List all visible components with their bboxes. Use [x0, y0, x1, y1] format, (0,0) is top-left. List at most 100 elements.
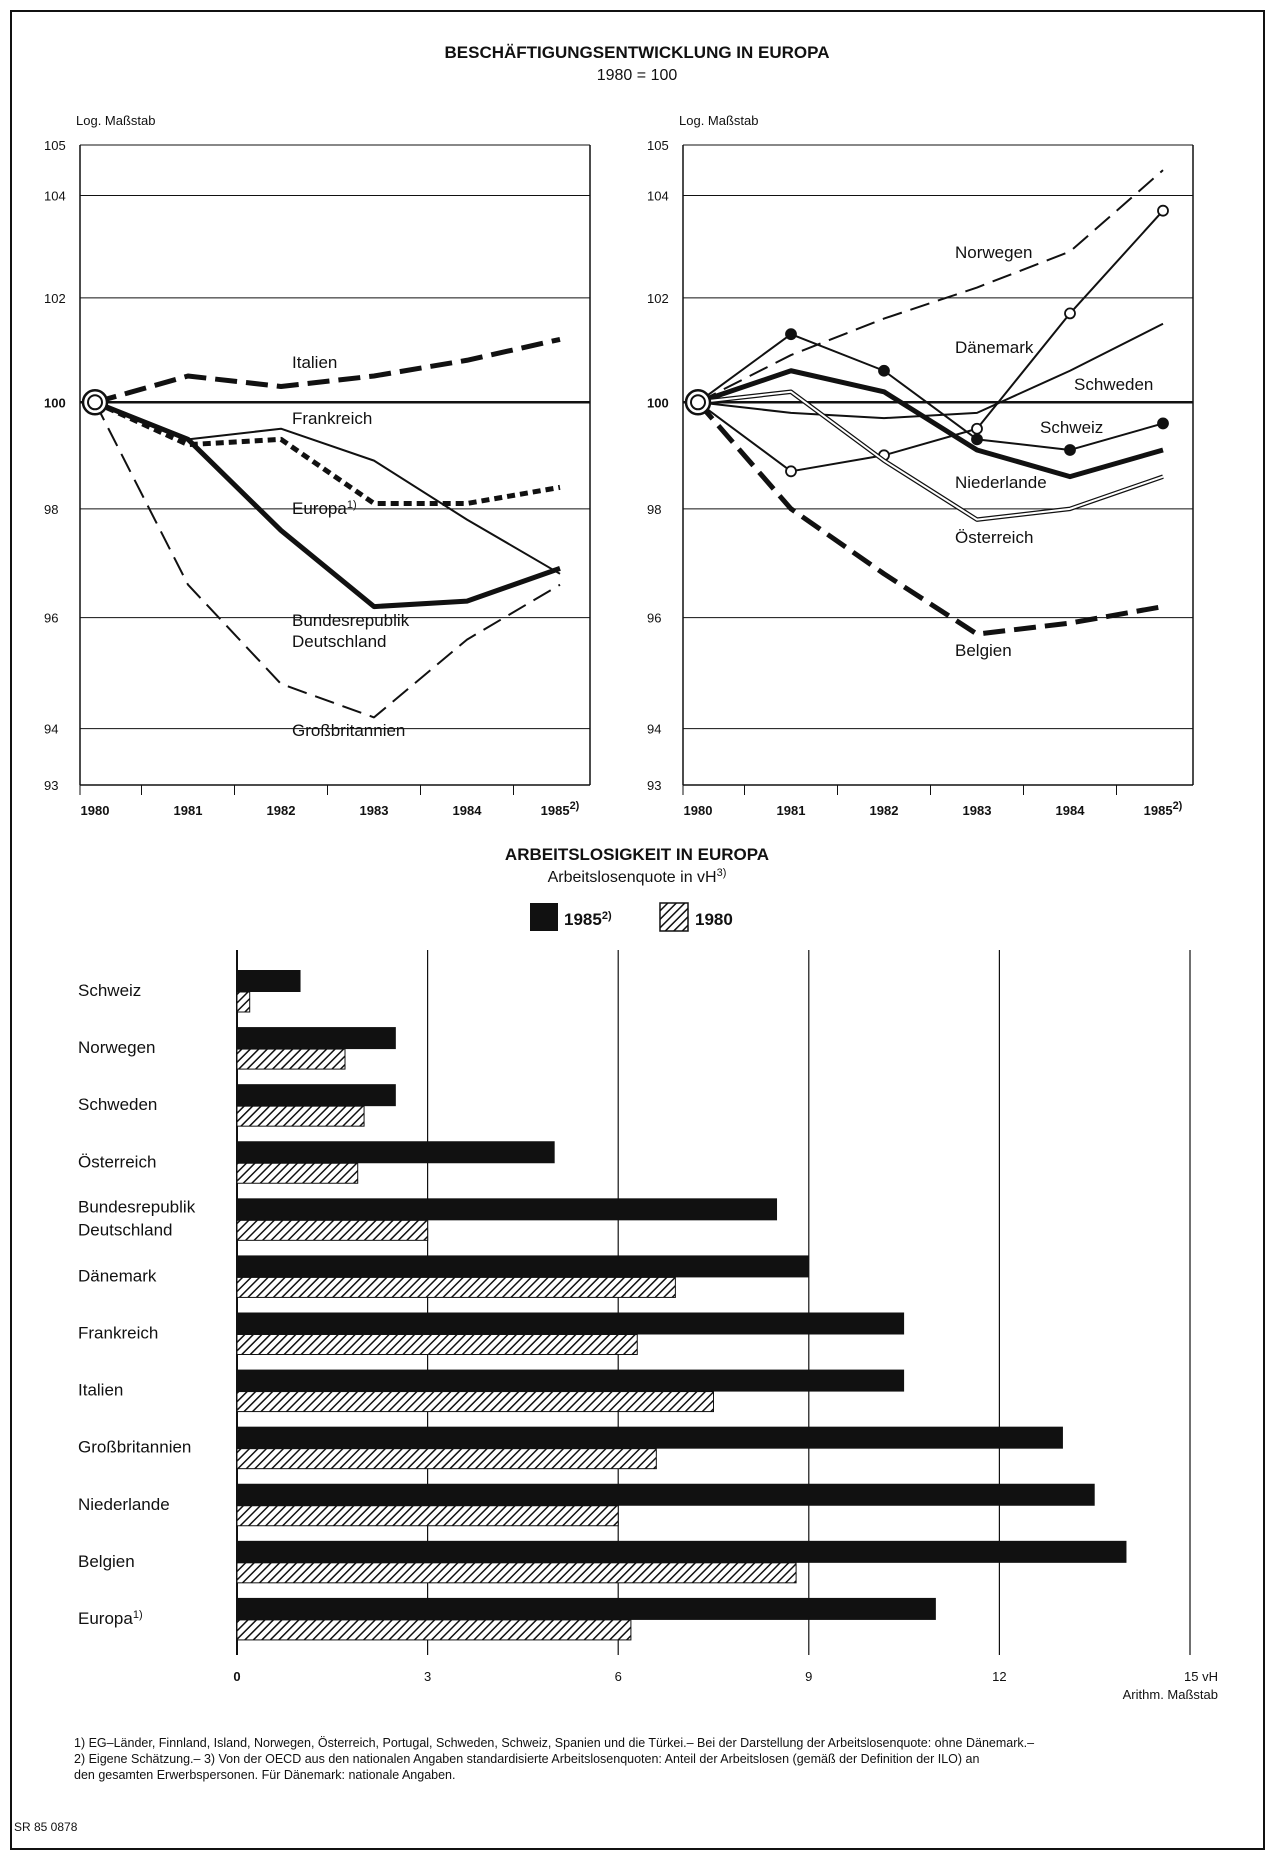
- bar-1985-frankreich: [237, 1312, 905, 1335]
- series-line-belgien: [696, 400, 1164, 637]
- category-note: 1): [133, 1609, 143, 1621]
- bar-1985-italien: [237, 1369, 905, 1392]
- unemployment-title: ARBEITSLOSIGKEIT IN EUROPA: [505, 845, 769, 864]
- y-tick-96: 96: [647, 611, 661, 626]
- x-tick-1985: 19852): [1144, 800, 1183, 818]
- y-tick-93: 93: [647, 778, 661, 793]
- bar-1985-grossbritannien: [237, 1426, 1063, 1449]
- bar-1985-oesterreich: [237, 1141, 555, 1164]
- x-tick-note: 2): [1173, 800, 1183, 812]
- series-label-bundesrepublik-deutschland: Bundesrepublik: [292, 611, 410, 630]
- x-tick-1983: 1983: [963, 803, 992, 818]
- bar-x-tick-3: 3: [424, 1669, 431, 1684]
- bar-1980-bundesrepublik-deutschland: [236, 1219, 429, 1241]
- series-label-niederlande: Niederlande: [955, 473, 1047, 492]
- bar-x-tick-0: 0: [233, 1669, 240, 1684]
- series-label-frankreich: Frankreich: [292, 409, 372, 428]
- category-label-norwegen: Norwegen: [78, 1038, 156, 1057]
- y-tick-104: 104: [44, 188, 66, 203]
- x-tick-1984: 1984: [453, 803, 483, 818]
- employment-title: BESCHÄFTIGUNGSENTWICKLUNG IN EUROPA: [444, 43, 829, 62]
- series-point-schweiz: [1157, 417, 1169, 430]
- bar-1985-bundesrepublik-deutschland: [237, 1198, 778, 1221]
- bar-1980-norwegen: [236, 1048, 346, 1070]
- europa-note: 1): [347, 499, 357, 511]
- series-label-oesterreich: Österreich: [955, 528, 1033, 547]
- bar-1980-daenemark: [236, 1276, 676, 1298]
- category-label-bundesrepublik-deutschland: Deutschland: [78, 1220, 173, 1239]
- figure-frame: [10, 10, 1265, 1850]
- x-tick-1985: 19852): [541, 800, 580, 818]
- series-label-belgien: Belgien: [955, 641, 1012, 660]
- scale-label: Log. Maßstab: [679, 113, 759, 128]
- scale-label: Log. Maßstab: [76, 113, 156, 128]
- source-code: SR 85 0878: [14, 1820, 78, 1834]
- bar-1980-schweiz: [236, 991, 251, 1013]
- series-line-niederlande: [697, 368, 1164, 480]
- y-tick-105: 105: [44, 138, 66, 153]
- bar-1980-schweden: [236, 1105, 365, 1127]
- y-tick-94: 94: [647, 722, 661, 737]
- y-tick-93: 93: [44, 778, 58, 793]
- series-point-schweiz: [1064, 444, 1076, 456]
- footnotes: 1) EG–Länder, Finnland, Island, Norwegen…: [74, 1735, 1204, 1783]
- bar-1985-schweiz: [237, 970, 301, 992]
- series-line-oesterreich-inner: [697, 390, 1164, 521]
- x-tick-1983: 1983: [360, 803, 389, 818]
- footnote-line-2: 2) Eigene Schätzung.– 3) Von der OECD au…: [74, 1752, 980, 1766]
- x-tick-1981: 1981: [174, 803, 203, 818]
- base-marker-inner: [87, 394, 103, 411]
- bar-1985-belgien: [237, 1540, 1127, 1563]
- unemployment-chart: 0 3 6 9 12 15 vH Arithm. Maßstab Schweiz Norwege…: [78, 950, 1218, 1702]
- series-label-europa: Europa1): [292, 499, 357, 518]
- series-line-norwegen: [697, 169, 1164, 404]
- series-line-italien: [94, 336, 561, 405]
- x-tick-1982: 1982: [267, 803, 296, 818]
- base-marker-inner: [690, 394, 706, 411]
- bar-1980-niederlande: [236, 1505, 619, 1527]
- bar-1980-grossbritannien: [236, 1448, 657, 1470]
- series-line-bundesrepublik-deutschland: [94, 399, 561, 610]
- y-tick-100: 100: [44, 395, 66, 410]
- bar-1980-belgien: [236, 1562, 797, 1584]
- x-tick-1984: 1984: [1056, 803, 1086, 818]
- series-label-schweden: Schweden: [1074, 375, 1153, 394]
- series-line-grossbritannien: [94, 401, 561, 719]
- series-label-bundesrepublik-deutschland: Deutschland: [292, 632, 387, 651]
- y-tick-96: 96: [44, 611, 58, 626]
- bar-1980-oesterreich: [236, 1162, 359, 1184]
- series-line-schweden: [697, 322, 1164, 420]
- employment-chart-left: Log. Maßstab 105 104 102 100 98 96 94 93 1980 1981…: [44, 113, 591, 818]
- y-tick-98: 98: [44, 502, 58, 517]
- employment-chart-right: Log. Maßstab 105 104 102 100 98 96 94 93 1980 1981…: [647, 113, 1194, 818]
- legend-label-1980: 1980: [695, 910, 733, 929]
- series-point-schweiz: [785, 328, 797, 341]
- bar-x-tick-9: 9: [805, 1669, 812, 1684]
- bar-legend: 19852) 1980: [530, 902, 733, 932]
- employment-subtitle: 1980 = 100: [597, 67, 678, 84]
- bar-1985-norwegen: [237, 1027, 396, 1050]
- category-label-belgien: Belgien: [78, 1552, 135, 1571]
- footnote-line-3: den gesamten Erwerbspersonen. Für Dänema…: [74, 1768, 456, 1782]
- bar-1985-daenemark: [237, 1255, 809, 1278]
- series-label-italien: Italien: [292, 353, 337, 372]
- series-point-daenemark: [1157, 204, 1169, 217]
- x-tick-1980: 1980: [684, 803, 713, 818]
- category-label-grossbritannien: Großbritannien: [78, 1438, 191, 1457]
- legend-swatch-1980: [659, 902, 689, 932]
- series-label-norwegen: Norwegen: [955, 243, 1033, 262]
- bar-1985-schweden: [237, 1084, 396, 1107]
- x-tick-1980: 1980: [81, 803, 110, 818]
- series-point-schweiz: [878, 364, 890, 377]
- series-point-daenemark: [971, 422, 983, 435]
- x-tick-1981: 1981: [777, 803, 806, 818]
- category-label-italien: Italien: [78, 1381, 123, 1400]
- x-tick-note: 2): [570, 800, 580, 812]
- series-line-europa: [93, 400, 561, 506]
- category-label-bundesrepublik-deutschland: Bundesrepublik: [78, 1197, 196, 1216]
- category-label-schweden: Schweden: [78, 1095, 157, 1114]
- series-label-daenemark: Dänemark: [955, 338, 1034, 357]
- series-label-grossbritannien: Großbritannien: [292, 721, 405, 740]
- legend-label-1985: 19852): [564, 910, 612, 929]
- bar-1980-frankreich: [236, 1334, 638, 1355]
